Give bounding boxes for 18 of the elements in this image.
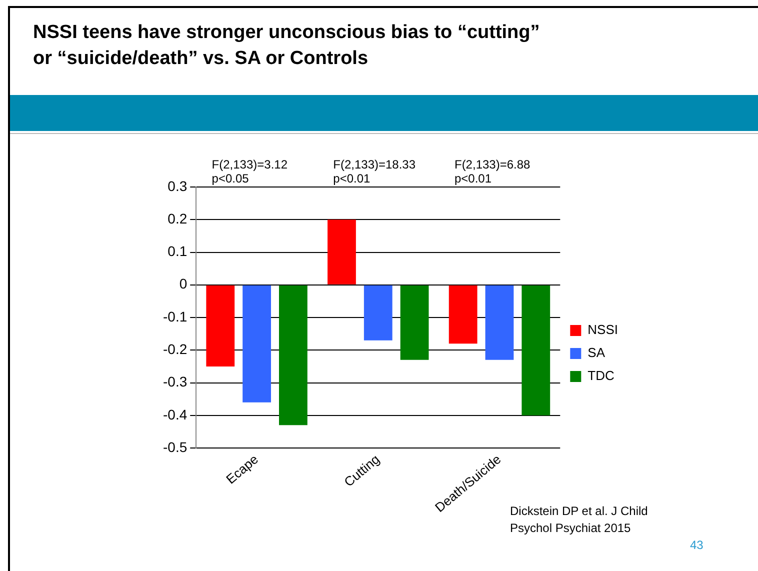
y-tick-label: -0.3 bbox=[163, 374, 188, 390]
y-tick-label: 0.2 bbox=[168, 210, 188, 226]
text: Dickstein DP et al. J Child Psychol Psychiat 2015 bbox=[510, 503, 649, 537]
y-tick-label: 0 bbox=[179, 276, 188, 292]
text: F(2,133)=18.33 p<0.01 bbox=[333, 157, 416, 186]
y-tick-label: 0.1 bbox=[168, 243, 188, 260]
legend-label: SA bbox=[588, 345, 606, 360]
y-tick-label: -0.1 bbox=[163, 308, 188, 324]
text: 43 bbox=[690, 538, 704, 552]
text: F(2,133)=6.88 p<0.01 bbox=[454, 157, 531, 186]
y-tick-label: -0.2 bbox=[163, 341, 188, 357]
legend-label: TDC bbox=[588, 368, 614, 384]
chart-title: NSSI teens have stronger unconscious bias to “cutting” or “suicide/death” vs. SA or Controls bbox=[33, 21, 541, 71]
legend-label: NSSI bbox=[588, 322, 618, 338]
y-tick-label: 0.3 bbox=[168, 178, 188, 194]
y-tick-label: -0.4 bbox=[163, 406, 188, 422]
text: F(2,133)=3.12 p<0.05 bbox=[212, 157, 288, 186]
y-tick-label: -0.5 bbox=[163, 438, 188, 455]
